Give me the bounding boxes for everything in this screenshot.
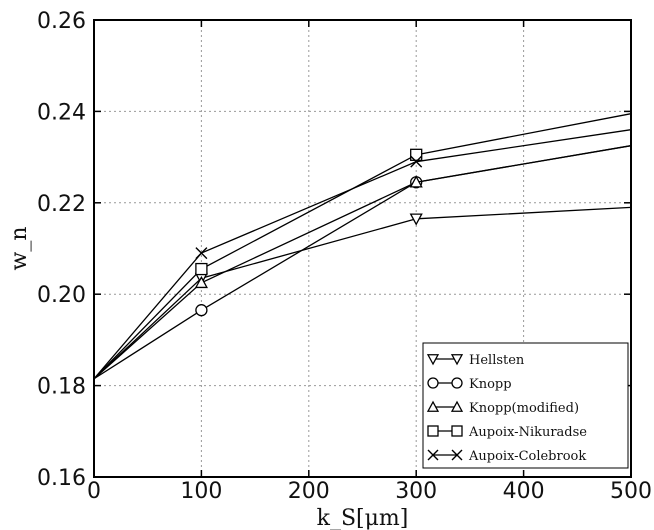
y-tick-label: 0.20 <box>37 283 86 308</box>
legend-marker <box>451 377 463 389</box>
legend: Hellsten Knopp Knopp(modified) Aupoix-Nikur… <box>422 342 629 469</box>
series-aupoix-colebrook <box>93 129 632 380</box>
y-tick-label: 0.22 <box>37 192 86 217</box>
legend-label: Aupoix-Nikuradse <box>468 425 587 440</box>
legend-marker <box>450 354 464 366</box>
legend-label: Hellsten <box>469 353 525 368</box>
data-point-aupoix-nikuradse <box>410 148 423 161</box>
legend-marker <box>426 400 440 412</box>
legend-marker <box>450 400 464 412</box>
y-tick-label: 0.26 <box>37 9 86 34</box>
data-point-hellsten <box>409 213 423 226</box>
legend-marker <box>451 449 463 461</box>
legend-label: Aupoix-Colebrook <box>468 449 586 464</box>
data-point-aupoix-colebrook <box>410 155 423 168</box>
legend-label: Knopp(modified) <box>469 401 579 416</box>
legend-item-knopp-modified: Knopp(modified) <box>426 400 579 416</box>
legend-item-knopp: Knopp <box>427 377 512 392</box>
plot-frame <box>93 19 632 478</box>
legend-marker <box>451 425 463 437</box>
y-axis-label: w_n <box>7 227 32 271</box>
legend-marker <box>427 425 439 437</box>
series-line-knopp-modified <box>93 145 632 380</box>
x-tick-label: 400 <box>503 479 545 504</box>
data-point-aupoix-nikuradse <box>195 262 208 276</box>
series-line-hellsten <box>93 206 632 380</box>
series-knopp-modified <box>93 145 632 380</box>
legend-item-aupoix-colebrook: Aupoix-Colebrook <box>427 449 586 464</box>
data-point-knopp-modified <box>194 275 208 289</box>
series-line-aupoix-colebrook <box>93 129 632 380</box>
series-layer <box>93 113 632 380</box>
x-tick-label: 300 <box>395 479 437 504</box>
legend-marker <box>426 354 440 366</box>
data-point-aupoix-colebrook <box>195 247 208 260</box>
legend-item-aupoix-nikuradse: Aupoix-Nikuradse <box>427 425 587 440</box>
y-tick-label: 0.18 <box>37 375 86 400</box>
y-tick-label: 0.16 <box>37 466 86 491</box>
x-tick-label: 0 <box>87 479 101 504</box>
data-point-knopp-modified <box>409 175 423 188</box>
legend-item-hellsten: Hellsten <box>426 353 525 368</box>
x-axis-label: k_S[μm] <box>317 506 409 530</box>
series-line-aupoix-nikuradse <box>93 113 632 380</box>
x-tick-label: 200 <box>288 479 330 504</box>
tick-layer: 0 100 200 300 400 500 0.16 0.18 0.20 0.22 0.24 0.26 <box>37 9 652 504</box>
data-point-knopp <box>195 304 208 317</box>
x-tick-label: 500 <box>610 479 652 504</box>
legend-label: Knopp <box>469 377 512 392</box>
x-tick-label: 100 <box>180 479 222 504</box>
legend-marker <box>427 449 439 461</box>
legend-marker <box>427 377 439 389</box>
series-aupoix-nikuradse <box>93 113 632 380</box>
y-tick-label: 0.24 <box>37 100 86 125</box>
